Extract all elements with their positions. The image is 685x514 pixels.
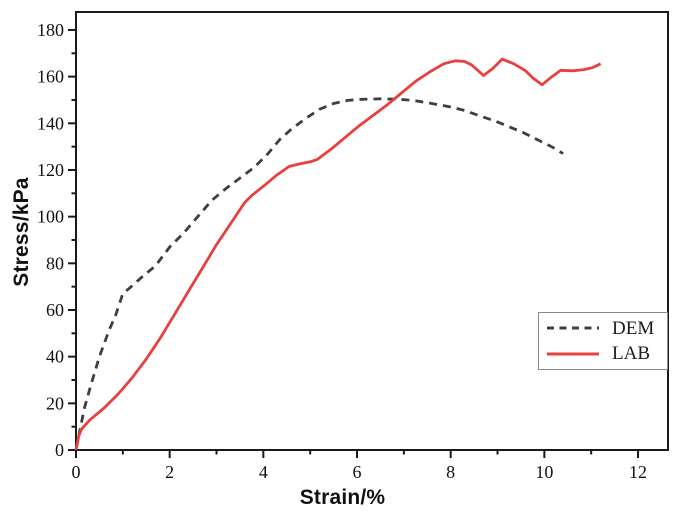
y-tick-label: 160	[37, 67, 64, 87]
dem-line-sample-icon	[547, 326, 599, 330]
y-axis-title: Stress/kPa	[10, 177, 33, 287]
legend-item-lab: LAB	[547, 342, 659, 366]
y-tick-label: 40	[46, 347, 64, 367]
y-tick-label: 0	[55, 440, 64, 460]
y-tick-label: 140	[37, 113, 64, 133]
x-tick-label: 10	[535, 462, 553, 482]
legend-label-dem: DEM	[612, 317, 655, 339]
y-tick-label: 180	[37, 20, 64, 40]
legend-item-dem: DEM	[547, 316, 659, 340]
legend: DEM LAB	[538, 312, 668, 370]
x-axis-title: Strain/%	[299, 486, 386, 509]
y-tick-label: 80	[46, 253, 64, 273]
x-tick-label: 8	[446, 462, 455, 482]
y-tick-label: 20	[46, 393, 64, 413]
x-tick-label: 4	[259, 462, 268, 482]
y-tick-label: 100	[37, 207, 64, 227]
legend-label-lab: LAB	[612, 343, 650, 365]
x-tick-label: 2	[165, 462, 174, 482]
x-tick-label: 12	[629, 462, 647, 482]
x-tick-label: 0	[72, 462, 81, 482]
y-tick-label: 120	[37, 160, 64, 180]
plot-border	[75, 11, 669, 451]
x-tick-label: 6	[353, 462, 362, 482]
lab-line	[74, 57, 602, 451]
lab-line-sample-icon	[547, 352, 599, 356]
y-tick-label: 60	[46, 300, 64, 320]
dem-line	[74, 97, 564, 451]
